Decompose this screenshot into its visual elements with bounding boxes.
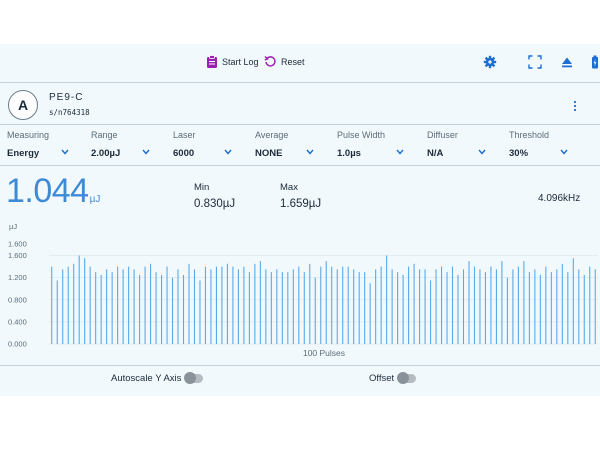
chevron-down-icon <box>478 149 486 155</box>
setting-value: N/A <box>427 148 444 159</box>
start-log-label: Start Log <box>222 56 259 67</box>
y-tick-label-extra: 1.600 <box>8 240 27 249</box>
reading-unit: µJ <box>89 194 101 205</box>
device-serial: s/n764318 <box>49 108 90 117</box>
setting-value: 1.0µs <box>337 148 361 159</box>
pulse-chart: 0.000 0.400 0.800 1.200 1.600 1.600 100 Pulses <box>0 220 600 365</box>
switch-knob <box>397 372 410 384</box>
chevron-down-icon <box>142 149 150 155</box>
setting-label: Range <box>91 130 118 140</box>
reset-icon <box>264 56 276 67</box>
setting-range[interactable]: Range 2.00µJ <box>91 130 171 162</box>
chart-divider <box>0 365 600 366</box>
y-tick-label: 0.800 <box>8 295 27 304</box>
y-tick-label: 1.200 <box>8 273 27 282</box>
clipboard-icon <box>207 55 217 68</box>
reset-button[interactable]: Reset <box>264 55 305 68</box>
max-value: 1.659µJ <box>280 198 322 210</box>
toolbar-divider <box>0 82 600 83</box>
chevron-down-icon <box>61 149 69 155</box>
toolbar: Start Log Reset <box>0 44 600 82</box>
device-divider <box>0 124 600 125</box>
fullscreen-icon[interactable] <box>528 55 542 69</box>
reading-value: 1.044 <box>6 172 89 210</box>
x-axis-label: 100 Pulses <box>303 348 345 358</box>
setting-value: 30% <box>509 148 529 159</box>
chevron-down-icon <box>306 149 314 155</box>
setting-value: 2.00µJ <box>91 148 121 159</box>
setting-laser[interactable]: Laser 6000 <box>173 130 253 162</box>
autoscale-label: Autoscale Y Axis <box>111 373 182 384</box>
app-window: Start Log Reset <box>0 44 600 396</box>
min-value: 0.830µJ <box>194 198 236 210</box>
offset-switch[interactable] <box>397 372 417 384</box>
setting-label: Pulse Width <box>337 130 386 140</box>
setting-value: NONE <box>255 148 283 159</box>
start-log-button[interactable]: Start Log <box>206 55 259 68</box>
setting-label: Average <box>255 130 289 140</box>
setting-measuring[interactable]: Measuring Energy <box>7 130 87 162</box>
chevron-down-icon <box>396 149 404 155</box>
setting-label: Diffuser <box>427 130 458 140</box>
battery-icon <box>592 55 598 69</box>
eject-icon[interactable] <box>560 55 574 69</box>
autoscale-toggle-row: Autoscale Y Axis <box>111 372 204 384</box>
device-avatar[interactable]: A <box>8 90 38 120</box>
max-label: Max <box>280 182 298 193</box>
pulse-chart-svg: 0.000 0.400 0.800 1.200 1.600 1.600 100 Pulses <box>8 240 598 358</box>
y-tick-label: 0.000 <box>8 340 27 349</box>
frequency-value: 4.096kHz <box>538 193 581 204</box>
chevron-down-icon <box>224 149 232 155</box>
setting-average[interactable]: Average NONE <box>255 130 335 162</box>
setting-label: Measuring <box>7 130 50 140</box>
offset-label: Offset <box>369 373 395 384</box>
y-tick-label: 0.400 <box>8 317 27 326</box>
setting-value: Energy <box>7 148 40 159</box>
offset-toggle-row: Offset <box>369 372 417 384</box>
setting-pulse-width[interactable]: Pulse Width 1.0µs <box>337 130 417 162</box>
device-model: PE9-C <box>49 92 84 103</box>
y-tick-label: 1.600 <box>8 251 27 260</box>
setting-label: Threshold <box>509 130 550 140</box>
setting-label: Laser <box>173 130 196 140</box>
reset-label: Reset <box>281 56 305 67</box>
min-label: Min <box>194 182 210 193</box>
setting-diffuser[interactable]: Diffuser N/A <box>427 130 507 162</box>
switch-knob <box>184 372 197 384</box>
settings-divider <box>0 165 600 166</box>
chevron-down-icon <box>560 149 568 155</box>
gear-icon[interactable] <box>483 55 497 69</box>
chart-y-unit: µJ <box>9 222 18 231</box>
autoscale-switch[interactable] <box>184 372 204 384</box>
setting-threshold[interactable]: Threshold 30% <box>509 130 589 162</box>
setting-value: 6000 <box>173 148 195 159</box>
more-options-icon[interactable] <box>572 100 578 112</box>
energy-reading: 1.044 µJ <box>6 172 100 211</box>
